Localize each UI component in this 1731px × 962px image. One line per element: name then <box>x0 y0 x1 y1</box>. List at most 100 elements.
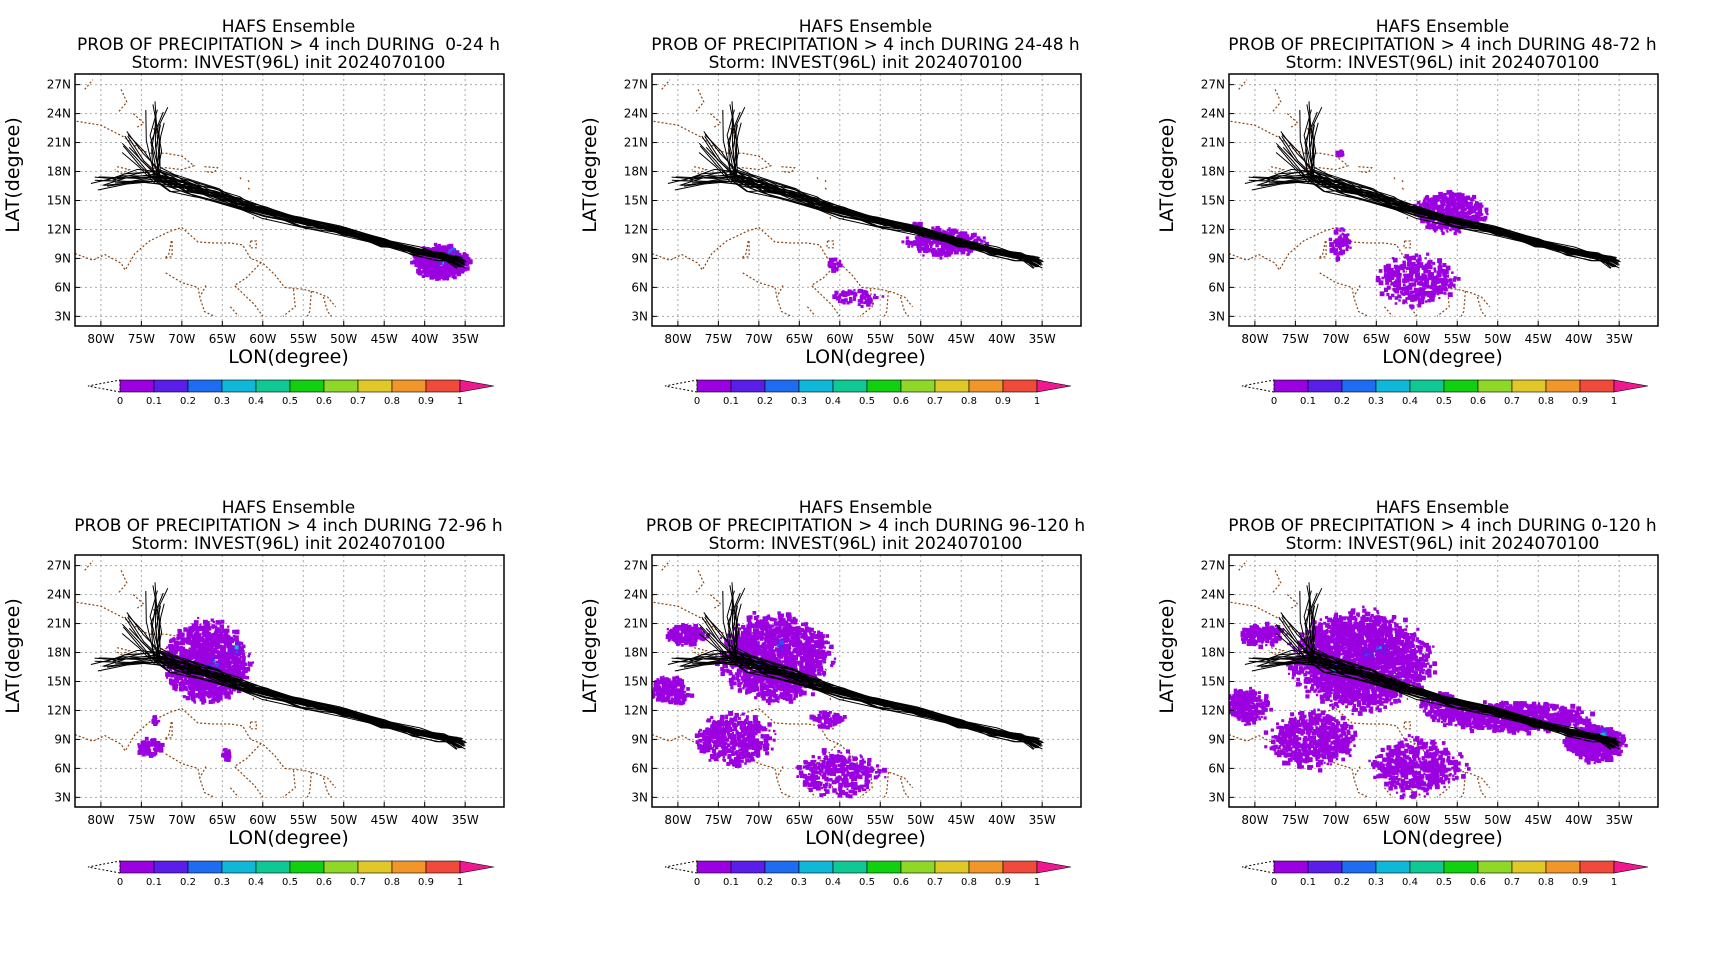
precip-cell <box>1426 263 1432 268</box>
precip-cell <box>1450 190 1453 193</box>
precip-cell <box>201 646 207 652</box>
coastline-segment <box>1401 187 1406 192</box>
coastline-segment <box>247 179 250 183</box>
lon-tick-label: 60W <box>249 332 276 346</box>
precip-cell <box>792 697 796 701</box>
precip-cell <box>806 627 812 633</box>
coastline-segment <box>165 272 201 297</box>
precip-cell <box>1410 269 1414 273</box>
precip-cell <box>1451 271 1454 274</box>
colorbar-label: 0.2 <box>757 396 773 407</box>
precip-cell <box>1423 268 1429 274</box>
precip-cell <box>972 232 977 237</box>
precip-cell <box>1334 248 1339 252</box>
precip-cell <box>1480 213 1484 216</box>
precip-cell <box>145 743 151 748</box>
lon-tick-label: 55W <box>1444 332 1471 346</box>
precip-cell <box>1463 208 1466 211</box>
precip-cell <box>1473 214 1477 219</box>
precip-cell <box>449 267 453 272</box>
precip-cell <box>232 629 236 634</box>
precip-cell <box>448 274 451 278</box>
y-axis-label: LAT(degree) <box>579 117 601 233</box>
precip-cell <box>228 640 232 643</box>
ensemble-track <box>104 181 465 262</box>
coastlines <box>652 79 914 317</box>
lat-tick-label: 9N <box>631 251 648 265</box>
precip-cell <box>1445 283 1448 287</box>
ensemble-track <box>124 616 460 749</box>
coastline-segment <box>322 777 333 798</box>
precip-cell <box>1424 287 1427 290</box>
coastline-segment <box>776 766 792 798</box>
coastline-segment <box>695 570 705 594</box>
precip-cell <box>777 700 780 703</box>
precip-cell <box>1424 257 1427 260</box>
ensemble-track <box>681 181 1042 262</box>
precip-cell <box>1387 271 1392 277</box>
precip-cell <box>1341 232 1345 236</box>
precip-cell <box>1385 281 1389 285</box>
coastline-segment <box>1272 89 1282 113</box>
coastlines <box>75 79 337 317</box>
precip-cell <box>200 625 204 629</box>
precip-cell <box>1431 223 1435 227</box>
precip-cell <box>192 640 196 644</box>
precip-cell <box>1328 237 1333 242</box>
ensemble-track <box>699 145 1039 260</box>
precip-cell <box>1413 258 1416 261</box>
lon-tick-label: 45W <box>1525 332 1552 346</box>
precip-cell <box>198 636 201 639</box>
precip-cell <box>176 680 180 684</box>
precip-cell <box>137 743 140 746</box>
lon-tick-label: 35W <box>452 813 479 827</box>
lat-tick-label: 15N <box>47 193 71 207</box>
precip-cell <box>725 665 728 669</box>
precip-cell <box>766 629 771 634</box>
precip-cell <box>938 248 941 251</box>
precip-cell <box>201 674 205 678</box>
precip-cell <box>198 655 204 660</box>
precip-cell <box>232 634 236 638</box>
precip-cell <box>446 248 449 251</box>
precip-cell <box>1455 211 1458 214</box>
precip-cell <box>228 636 232 641</box>
colorbar-label: 0.6 <box>316 396 332 407</box>
precip-cell <box>773 621 779 626</box>
precip-cell <box>822 660 826 664</box>
precip-cell <box>1456 213 1461 218</box>
precip-cell <box>160 742 165 747</box>
precip-cell <box>1390 293 1395 298</box>
precip-cell <box>185 681 190 686</box>
precip-cell <box>1480 204 1484 208</box>
precip-cell <box>1390 281 1395 286</box>
precip-cell <box>864 299 867 302</box>
precip-cell <box>1378 278 1381 281</box>
precip-cell <box>1427 198 1432 203</box>
precip-cell <box>1423 293 1427 297</box>
precip-cell <box>763 616 768 622</box>
precip-cell <box>834 266 839 271</box>
coastline-segment <box>229 306 239 317</box>
precip-cell <box>219 645 224 649</box>
precip-cell <box>207 634 211 638</box>
precip-cell <box>428 269 431 272</box>
lon-tick-label: 55W <box>290 813 317 827</box>
precip-cell <box>864 293 870 298</box>
precip-cell <box>439 249 444 253</box>
precip-cell <box>193 685 199 691</box>
precip-cell <box>916 222 921 227</box>
precip-cell <box>428 259 432 262</box>
coastline-segment <box>163 721 173 741</box>
coastline-segment <box>1393 177 1396 180</box>
precip-cell <box>954 229 959 234</box>
precip-cell <box>771 624 775 628</box>
precip-cell <box>836 261 840 265</box>
precip-cell <box>209 692 213 696</box>
precip-cell <box>238 658 241 662</box>
ensemble-track <box>1244 175 1614 267</box>
precip-cell <box>1329 242 1335 247</box>
precip-cell <box>1442 268 1445 272</box>
precip-cell <box>441 276 445 280</box>
precip-cell <box>1397 278 1402 283</box>
